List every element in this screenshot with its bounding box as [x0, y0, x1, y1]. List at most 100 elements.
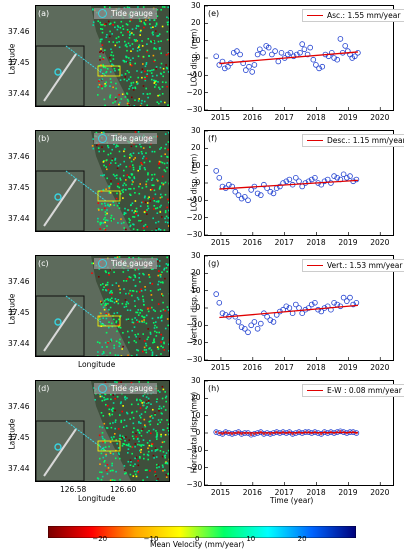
data-point — [278, 49, 285, 56]
data-point — [347, 173, 353, 179]
map-image-a — [36, 6, 169, 106]
data-point — [229, 310, 235, 316]
data-point — [299, 41, 305, 47]
legend-swatch — [307, 140, 323, 141]
chart-legend-e: Asc.: 1.55 mm/year — [302, 9, 404, 22]
data-point — [257, 320, 264, 327]
x-tick-label: 2019 — [338, 488, 358, 497]
data-point — [241, 194, 248, 200]
data-point — [225, 63, 231, 70]
chart-legend-g: Vert.: 1.53 mm/year — [302, 259, 404, 272]
data-point — [254, 190, 261, 197]
y-tick-label: 20 — [191, 143, 201, 153]
colorbar — [47, 523, 357, 539]
data-point — [307, 44, 313, 51]
tide-gauge-icon — [98, 9, 107, 18]
legend-swatch — [307, 390, 323, 391]
map-panel-letter-a: (a) — [38, 9, 50, 18]
map-legend-d: Tide gauge — [94, 383, 157, 394]
chart-legend-h: E-W : 0.08 mm/year — [302, 384, 404, 397]
lon-tick-2: 126.60 — [110, 485, 137, 494]
data-point — [312, 174, 318, 181]
data-point — [257, 429, 264, 435]
data-point — [308, 301, 315, 308]
x-tick-label: 2019 — [338, 113, 358, 122]
data-point — [283, 303, 290, 310]
map-panel-letter-b: (b) — [38, 134, 50, 143]
x-tick-label: 2015 — [210, 238, 231, 247]
tide-gauge-icon — [98, 134, 107, 143]
data-point — [232, 188, 239, 195]
map-land — [91, 381, 169, 481]
y-tick-label: −10 — [186, 70, 203, 80]
map-inset-frame — [36, 295, 85, 356]
data-point — [340, 294, 347, 301]
y-tick-label: 0 — [195, 53, 201, 62]
data-point — [245, 197, 251, 204]
chart-panel-letter-e: (e) — [208, 9, 220, 18]
data-point — [234, 48, 240, 54]
x-tick-label: 2018 — [306, 238, 326, 247]
data-point — [230, 49, 237, 56]
data-point — [301, 46, 308, 53]
data-point — [293, 174, 299, 181]
y-tick-label: −30 — [186, 480, 203, 489]
data-point — [286, 305, 293, 311]
map-pier — [43, 303, 77, 352]
data-point — [226, 181, 232, 188]
y-tick-label: −20 — [186, 87, 203, 97]
data-point — [240, 60, 246, 66]
chart-panel-f — [204, 130, 394, 236]
data-point — [331, 173, 337, 179]
colorbar-tick: −20 — [92, 535, 108, 543]
lat-tick-d-2: 37.44 — [8, 464, 30, 473]
map-inset-frame — [36, 45, 85, 106]
data-point — [254, 51, 261, 58]
y-tick-label: 20 — [191, 268, 201, 278]
tide-gauge-icon — [98, 384, 107, 393]
lat-tick-b-2: 37.44 — [8, 214, 30, 223]
data-point — [318, 431, 325, 437]
data-point — [213, 291, 219, 297]
map-legend-label: Tide gauge — [111, 384, 153, 393]
data-point — [355, 49, 361, 56]
tide-gauge-marker — [54, 68, 62, 76]
lat-tick-a-0: 37.46 — [8, 27, 30, 36]
data-point — [221, 65, 228, 72]
data-point — [283, 178, 290, 185]
chart-panel-letter-h: (h) — [208, 384, 220, 393]
y-axis-label-g: Vertical disp. (mm) — [189, 271, 199, 344]
y-tick-label: −20 — [186, 212, 203, 222]
map-land — [91, 131, 169, 231]
data-point — [267, 188, 274, 195]
chart-svg-e — [205, 5, 381, 111]
data-point — [297, 49, 303, 56]
tide-gauge-marker — [54, 443, 62, 451]
data-points-g — [213, 291, 360, 336]
x-tick-label: 2017 — [274, 238, 294, 247]
y-axis-label-e: LOS disp. (mm) — [189, 28, 199, 87]
x-tick-label: 2015 — [210, 113, 231, 122]
data-point — [213, 168, 219, 174]
map-velocity-points — [92, 6, 169, 106]
map-land — [91, 256, 169, 356]
chart-legend-f: Desc.: 1.15 mm/year — [302, 134, 404, 147]
y-tick-label: −20 — [186, 337, 203, 347]
map-legend-b: Tide gauge — [94, 133, 157, 144]
data-point — [328, 180, 334, 186]
data-point — [216, 62, 223, 68]
y-tick-label: 0 — [195, 303, 201, 312]
x-tick-label: 2017 — [274, 488, 294, 497]
map-image-c — [36, 256, 169, 356]
x-tick-label: 2020 — [370, 363, 390, 372]
chart-panel-g — [204, 255, 394, 361]
data-point — [337, 36, 344, 42]
lat-tick-a-1: 37.45 — [8, 58, 30, 67]
map-pier — [43, 53, 77, 102]
map-highlight-box — [97, 190, 121, 202]
map-pier — [43, 178, 77, 227]
y-tick-label: 10 — [191, 35, 201, 45]
data-point — [286, 176, 293, 183]
y-axis-label-f: LOS disp. (mm) — [189, 153, 199, 212]
data-point — [249, 69, 255, 75]
